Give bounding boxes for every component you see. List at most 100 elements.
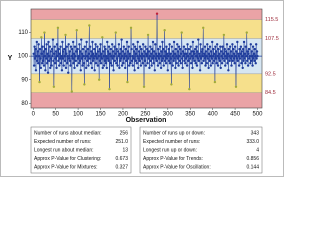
data-point (61, 57, 65, 60)
data-point (255, 50, 259, 53)
data-point (193, 47, 197, 51)
data-point (217, 47, 220, 51)
data-point (241, 66, 244, 70)
data-point (143, 50, 146, 53)
data-point (174, 47, 178, 51)
data-point (51, 54, 54, 58)
data-point (33, 45, 36, 48)
data-point (68, 59, 72, 63)
data-point (35, 54, 38, 58)
data-point (136, 40, 139, 44)
data-point (244, 45, 248, 48)
data-point (185, 64, 189, 67)
data-point (205, 62, 209, 65)
data-point (58, 64, 61, 67)
data-point (176, 57, 179, 60)
data-point (160, 59, 164, 63)
data-point (96, 45, 99, 48)
data-point (71, 47, 74, 51)
data-point (77, 54, 80, 58)
data-point (142, 54, 145, 58)
data-point (182, 54, 185, 58)
data-point (36, 50, 39, 53)
data-point (70, 54, 73, 58)
data-point (116, 64, 119, 67)
data-point (113, 45, 116, 48)
data-point (112, 54, 116, 58)
data-point (59, 62, 63, 65)
data-point (224, 64, 227, 67)
data-point (187, 47, 191, 51)
data-point (79, 50, 82, 53)
data-point (199, 43, 202, 46)
data-point (177, 45, 181, 48)
data-point (59, 45, 62, 48)
data-point (124, 54, 128, 58)
stat-value: 251.0 (115, 139, 128, 145)
data-point (109, 47, 113, 51)
data-point (148, 66, 151, 70)
data-point (52, 59, 55, 63)
data-point (195, 45, 198, 48)
data-point (102, 64, 106, 67)
data-point (115, 62, 118, 65)
data-point (219, 50, 223, 53)
data-point (131, 54, 134, 58)
stat-label: Longest run about median: (34, 147, 94, 153)
data-point (221, 45, 224, 48)
data-point (43, 54, 47, 58)
data-point (219, 66, 222, 70)
data-point (254, 43, 258, 46)
data-point (228, 54, 231, 58)
data-point (140, 47, 143, 51)
data-point (58, 57, 62, 60)
data-point (245, 59, 249, 63)
data-point (214, 45, 217, 48)
data-point (191, 66, 194, 70)
data-point (209, 64, 213, 67)
data-point (143, 59, 147, 63)
data-point (150, 47, 154, 51)
data-point (125, 59, 128, 63)
data-point (34, 47, 37, 51)
data-point (61, 40, 64, 44)
data-point (154, 52, 158, 55)
data-point (169, 52, 172, 55)
stat-value: 0.856 (246, 156, 259, 162)
data-point (178, 59, 182, 63)
data-point (149, 59, 152, 63)
data-point (89, 62, 92, 65)
y-axis-label: Y (8, 55, 13, 62)
data-point (236, 59, 239, 63)
data-point (192, 57, 195, 60)
data-point (172, 40, 176, 44)
data-point (85, 40, 88, 44)
data-point (118, 52, 122, 55)
data-point (177, 64, 180, 67)
data-point (113, 59, 117, 63)
data-point (60, 69, 64, 72)
data-point (198, 52, 201, 55)
data-point (152, 54, 156, 58)
stat-label: Expected number of runs: (34, 139, 91, 145)
data-point (145, 52, 148, 55)
data-point (191, 40, 195, 44)
data-point (218, 59, 222, 63)
data-point (180, 31, 183, 34)
data-point (103, 45, 106, 48)
data-point (147, 50, 151, 53)
data-point (228, 45, 232, 48)
data-point (88, 57, 91, 60)
data-point (132, 50, 136, 53)
data-point (108, 52, 112, 55)
stats-table: Number of runs up or down: 343 Expected nu… (139, 126, 263, 174)
data-point (36, 59, 39, 63)
data-point (60, 54, 63, 58)
stat-label: Number of runs about median: (34, 130, 102, 136)
data-point (196, 57, 200, 60)
data-point (70, 90, 74, 93)
data-point (249, 62, 252, 65)
data-point (42, 50, 45, 53)
data-point (149, 45, 152, 48)
limit-label: 92.5 (265, 71, 276, 77)
